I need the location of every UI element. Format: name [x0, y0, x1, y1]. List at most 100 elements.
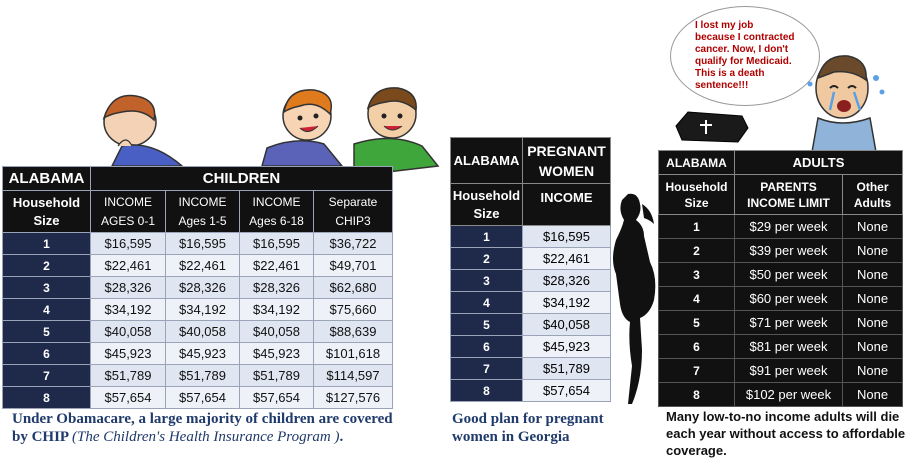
table-row: 1 $16,595 [450, 225, 611, 248]
income-cell: $51,789 [165, 364, 240, 387]
income-cell: $75,660 [313, 298, 393, 321]
table-row: 4 $60 per week None [658, 286, 904, 311]
table-row: 1 $29 per week None [658, 214, 904, 239]
adults-state-header: ALABAMA [658, 150, 735, 175]
other-adults-cell: None [841, 382, 904, 407]
income-cell: $57,654 [239, 386, 314, 409]
table-row: 7 $51,789 [450, 357, 611, 380]
table-row: 3 $28,326 $28,326 $28,326 $62,680 [2, 276, 393, 299]
household-size-cell: 1 [450, 225, 523, 248]
parents-limit-cell: $102 per week [734, 382, 843, 407]
income-cell: $57,654 [165, 386, 240, 409]
pregnant-income-header: INCOME [522, 183, 611, 226]
income-cell: $22,461 [239, 254, 314, 277]
children-income-table: ALABAMA CHILDREN Household Size INCOME A… [2, 166, 393, 409]
household-size-cell: 4 [658, 286, 735, 311]
adults-other-header: Other Adults [841, 174, 904, 215]
adults-group-header: ADULTS [733, 150, 904, 175]
table-row: 5 $40,058 [450, 313, 611, 336]
household-size-cell: 8 [450, 379, 523, 402]
parents-limit-cell: $81 per week [734, 334, 843, 359]
income-cell: $34,192 [522, 291, 611, 314]
income-cell: $16,595 [165, 232, 240, 255]
other-adults-cell: None [841, 334, 904, 359]
table-row: 6 $81 per week None [658, 334, 904, 359]
income-cell: $57,654 [522, 379, 611, 402]
income-cell: $62,680 [313, 276, 393, 299]
income-cell: $49,701 [313, 254, 393, 277]
table-row: 2 $22,461 $22,461 $22,461 $49,701 [2, 254, 393, 277]
pregnant-woman-silhouette-icon [613, 193, 656, 404]
other-adults-cell: None [841, 310, 904, 335]
household-size-cell: 6 [450, 335, 523, 358]
parents-limit-cell: $29 per week [734, 214, 843, 239]
table-row: 8 $57,654 $57,654 $57,654 $127,576 [2, 386, 393, 409]
income-cell: $34,192 [90, 298, 166, 321]
income-cell: $88,639 [313, 320, 393, 343]
adults-caption: Many low-to-no income adults will die ea… [666, 409, 906, 458]
adults-size-header: Household Size [658, 174, 735, 215]
children-col-header: INCOME Ages 6-18 [239, 190, 314, 233]
pregnant-women-income-table: ALABAMA PREGNANT WOMEN Household Size IN… [450, 137, 611, 402]
household-size-cell: 2 [2, 254, 91, 277]
income-cell: $28,326 [165, 276, 240, 299]
children-col-header: INCOME Ages 1-5 [165, 190, 240, 233]
income-cell: $57,654 [90, 386, 166, 409]
income-cell: $40,058 [165, 320, 240, 343]
household-size-cell: 6 [2, 342, 91, 365]
income-cell: $28,326 [239, 276, 314, 299]
household-size-cell: 1 [2, 232, 91, 255]
waving-child-icon [353, 87, 440, 177]
parents-limit-cell: $71 per week [734, 310, 843, 335]
children-group-header: CHILDREN [90, 166, 393, 191]
income-cell: $45,923 [90, 342, 166, 365]
children-col-header: Separate CHIP3 [313, 190, 393, 233]
coffin-icon [675, 111, 749, 143]
children-state-header: ALABAMA [2, 166, 91, 191]
pregnant-size-header: Household Size [450, 183, 523, 226]
other-adults-cell: None [841, 286, 904, 311]
income-cell: $22,461 [165, 254, 240, 277]
household-size-cell: 7 [450, 357, 523, 380]
income-cell: $45,923 [239, 342, 314, 365]
pregnant-group-header: PREGNANT WOMEN [522, 137, 611, 184]
crying-man-icon [807, 55, 885, 152]
praying-child-icon [102, 94, 185, 167]
household-size-cell: 3 [450, 269, 523, 292]
income-cell: $40,058 [90, 320, 166, 343]
pregnant-state-header: ALABAMA [450, 137, 523, 184]
household-size-cell: 4 [2, 298, 91, 321]
table-row: 8 $102 per week None [658, 382, 904, 407]
income-cell: $40,058 [522, 313, 611, 336]
children-size-header: Household Size [2, 190, 91, 233]
income-cell: $28,326 [522, 269, 611, 292]
adults-income-table: ALABAMA ADULTS Household Size PARENTS IN… [658, 150, 904, 407]
smiling-child-icon [261, 89, 344, 167]
other-adults-cell: None [841, 214, 904, 239]
income-cell: $34,192 [165, 298, 240, 321]
income-cell: $36,722 [313, 232, 393, 255]
other-adults-cell: None [841, 262, 904, 287]
parents-limit-cell: $39 per week [734, 238, 843, 263]
children-illustration [102, 87, 440, 177]
household-size-cell: 3 [658, 262, 735, 287]
household-size-cell: 8 [2, 386, 91, 409]
household-size-cell: 2 [450, 247, 523, 270]
household-size-cell: 7 [658, 358, 735, 383]
children-caption-end: . [339, 429, 344, 445]
table-row: 6 $45,923 [450, 335, 611, 358]
table-row: 5 $71 per week None [658, 310, 904, 335]
income-cell: $16,595 [90, 232, 166, 255]
income-cell: $51,789 [239, 364, 314, 387]
income-cell: $127,576 [313, 386, 393, 409]
pregnant-caption: Good plan for pregnant women in Georgia [452, 411, 604, 445]
table-row: 3 $50 per week None [658, 262, 904, 287]
income-cell: $28,326 [90, 276, 166, 299]
children-col-header: INCOME AGES 0-1 [90, 190, 166, 233]
income-cell: $16,595 [239, 232, 314, 255]
household-size-cell: 7 [2, 364, 91, 387]
income-cell: $45,923 [165, 342, 240, 365]
parents-limit-cell: $91 per week [734, 358, 843, 383]
household-size-cell: 5 [658, 310, 735, 335]
household-size-cell: 3 [2, 276, 91, 299]
